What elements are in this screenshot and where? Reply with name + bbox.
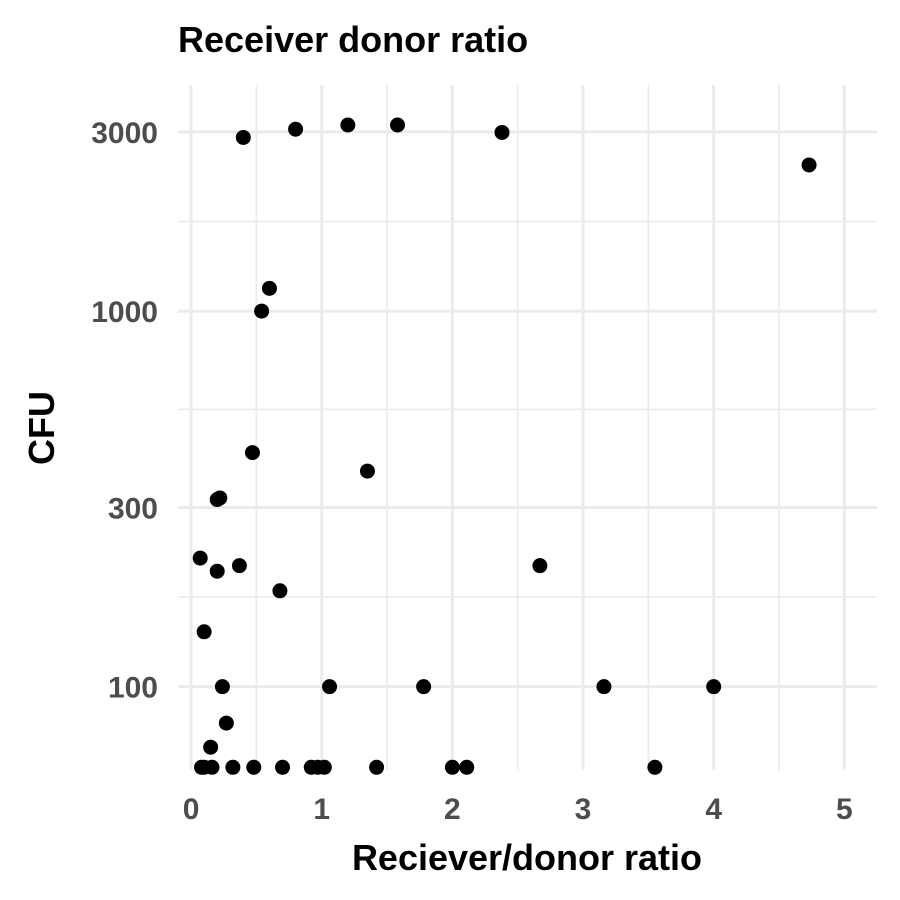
chart-title: Receiver donor ratio (178, 19, 528, 60)
data-point (706, 679, 722, 695)
data-points (192, 117, 817, 775)
x-tick-label: 1 (313, 793, 330, 826)
data-point (316, 759, 332, 775)
data-point (416, 679, 432, 695)
x-tick-label: 2 (444, 793, 461, 826)
data-point (244, 445, 260, 461)
data-point (246, 759, 262, 775)
x-tick-label: 4 (705, 793, 722, 826)
data-point (225, 759, 241, 775)
data-point (340, 117, 356, 133)
data-point (494, 124, 510, 140)
data-point (459, 759, 475, 775)
y-tick-label: 1000 (91, 296, 158, 329)
data-point (532, 558, 548, 574)
data-point (203, 739, 219, 755)
x-tick-label: 0 (183, 793, 200, 826)
data-point (272, 583, 288, 599)
data-point (647, 759, 663, 775)
data-point (288, 121, 304, 137)
data-point (254, 303, 270, 319)
data-point (322, 679, 338, 695)
data-point (596, 679, 612, 695)
grid-lines (178, 85, 877, 770)
data-point (369, 759, 385, 775)
data-point (801, 157, 817, 173)
data-point (261, 280, 277, 296)
x-tick-label: 5 (836, 793, 853, 826)
y-tick-label: 3000 (91, 117, 158, 150)
data-point (231, 558, 247, 574)
x-tick-label: 3 (575, 793, 592, 826)
y-tick-label: 100 (108, 672, 158, 705)
data-point (192, 550, 208, 566)
x-axis-title: Reciever/donor ratio (352, 837, 702, 878)
tick-labels: 0 1 2 3 4 5 100 300 1000 3000 (91, 117, 852, 826)
data-point (444, 759, 460, 775)
data-point (196, 624, 212, 640)
data-point (218, 715, 234, 731)
data-point (204, 759, 220, 775)
data-point (235, 129, 251, 145)
data-point (214, 679, 230, 695)
data-point (389, 117, 405, 133)
data-point (359, 463, 375, 479)
data-point (209, 563, 225, 579)
data-point (212, 490, 228, 506)
y-tick-label: 300 (108, 492, 158, 525)
data-point (275, 759, 291, 775)
y-axis-title: CFU (21, 391, 62, 465)
